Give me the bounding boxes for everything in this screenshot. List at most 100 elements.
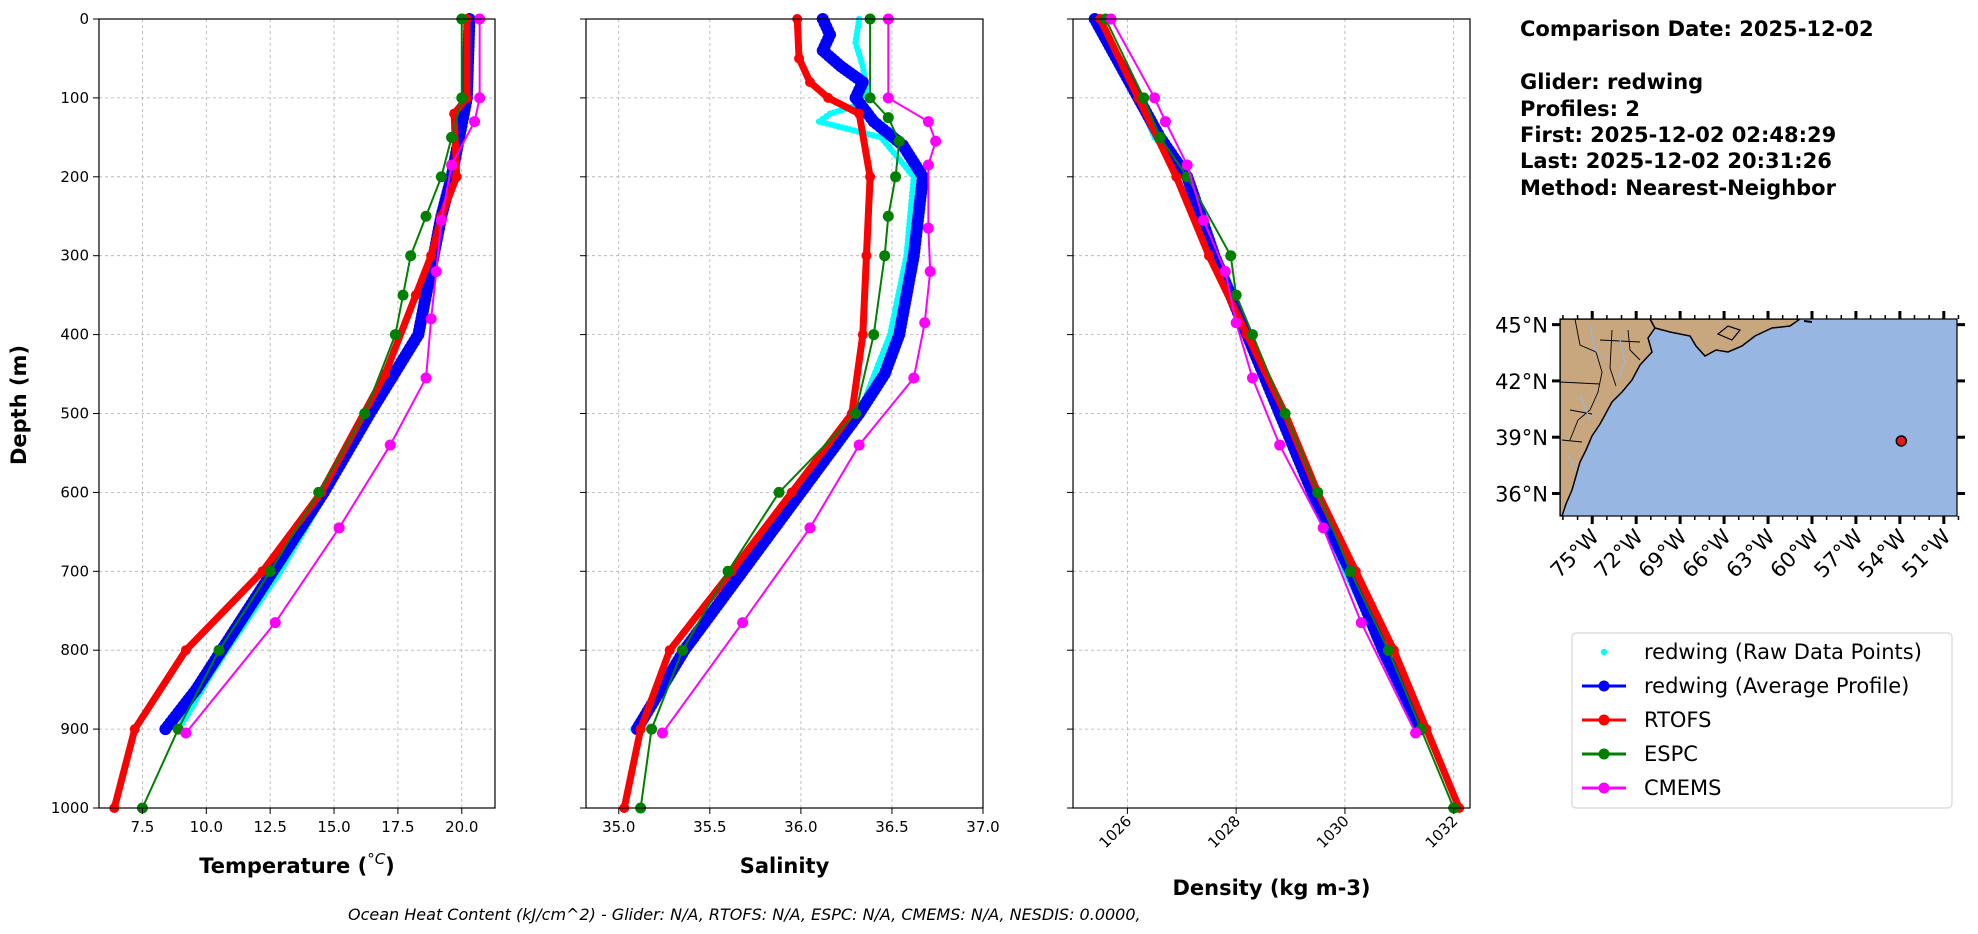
glider-name: Glider: redwing	[1520, 70, 1703, 94]
point-glider	[159, 723, 172, 736]
density-xlabel: Density (kg m-3)	[1172, 876, 1370, 900]
y-tick-label: 700	[60, 562, 89, 580]
line-espc	[141, 18, 463, 809]
series-espc	[635, 13, 905, 814]
lon-label: 66°W	[1678, 524, 1736, 582]
point-espc	[435, 171, 447, 183]
point-cmems	[420, 372, 432, 384]
point-cmems	[474, 92, 486, 104]
land-us-coast	[1560, 319, 1656, 516]
x-tick-label: 20.0	[445, 818, 478, 836]
point-espc	[1279, 408, 1291, 419]
point-rtofs	[635, 724, 646, 735]
last-time: Last: 2025-12-02 20:31:26	[1520, 149, 1832, 173]
lon-label: 72°W	[1590, 524, 1648, 582]
point-espc	[864, 92, 876, 104]
point-cmems	[656, 727, 668, 739]
x-tick-label: 1028	[1204, 812, 1244, 852]
x-tick-label: 35.5	[693, 818, 726, 836]
legend-item-rtofs: RTOFS	[1582, 708, 1711, 732]
point-cmems	[269, 617, 281, 629]
point-espc	[313, 486, 325, 498]
x-tick-label: 1030	[1313, 812, 1353, 852]
legend-label: RTOFS	[1644, 708, 1711, 732]
y-tick-label: 300	[60, 247, 89, 265]
point-rtofs	[1171, 171, 1182, 182]
legend-item-cmems: CMEMS	[1582, 776, 1722, 800]
lon-label: 51°W	[1897, 524, 1955, 582]
point-espc	[773, 486, 785, 498]
point-espc	[893, 135, 905, 147]
series-cmems	[1105, 13, 1422, 739]
method: Method: Nearest-Neighbor	[1520, 176, 1837, 200]
point-cmems	[922, 222, 934, 234]
first-time: First: 2025-12-02 02:48:29	[1520, 123, 1836, 147]
point-rtofs	[410, 290, 421, 301]
lat-label: 36°N	[1495, 482, 1548, 506]
x-tick-label: 1032	[1422, 812, 1462, 852]
y-tick-label: 600	[60, 483, 89, 501]
point-rtofs	[180, 645, 191, 656]
rivers	[1567, 324, 1626, 471]
point-cmems	[804, 522, 816, 534]
temperature-xlabel: Temperature (°C)	[199, 850, 395, 878]
x-tick-label: 35.0	[602, 818, 635, 836]
x-tick-label: 15.0	[317, 818, 350, 836]
point-espc	[850, 408, 862, 419]
point-espc	[677, 644, 689, 656]
y-tick-label: 900	[60, 720, 89, 738]
point-cmems	[1181, 159, 1193, 171]
point-rtofs	[854, 108, 865, 119]
point-rtofs	[380, 369, 391, 380]
x-tick-label: 36.5	[875, 818, 908, 836]
point-cmems	[922, 159, 934, 171]
point-rtofs	[794, 53, 805, 64]
point-cmems	[1274, 439, 1286, 451]
point-espc	[868, 329, 880, 341]
y-tick-label: 100	[60, 89, 89, 107]
point-cmems	[469, 116, 481, 128]
y-tick-label: 500	[60, 405, 89, 423]
lon-label: 75°W	[1546, 524, 1604, 582]
point-cmems	[908, 372, 920, 384]
point-cmems	[1317, 522, 1329, 534]
point-cmems	[1355, 617, 1367, 629]
point-espc	[1382, 644, 1394, 656]
series-cmems	[180, 13, 486, 739]
x-tick-label: 1026	[1095, 812, 1135, 852]
point-rtofs	[804, 77, 815, 88]
point-cmems	[435, 214, 447, 226]
line-cmems	[184, 18, 481, 735]
point-espc	[389, 329, 401, 341]
point-cmems	[425, 313, 437, 325]
x-tick-label: 7.5	[131, 818, 155, 836]
temperature-panel: 7.5 10.0 12.5 15.0 17.5 20.0 0 100 200 300 400 500 6…	[51, 10, 496, 878]
state-borders	[1560, 319, 1641, 443]
y-tick-label: 400	[60, 326, 89, 344]
lon-label: 57°W	[1809, 524, 1867, 582]
point-espc	[1246, 329, 1258, 341]
point-cmems	[430, 265, 442, 277]
point-rtofs	[664, 645, 675, 656]
point-espc	[1312, 486, 1324, 498]
point-cmems	[1159, 116, 1171, 128]
legend-label: redwing (Average Profile)	[1644, 674, 1909, 698]
salinity-panel: 35.0 35.5 36.0 36.5 37.0 Salinity	[580, 13, 1000, 878]
lon-label: 60°W	[1766, 524, 1824, 582]
point-cmems	[180, 727, 192, 739]
point-rtofs	[865, 171, 876, 182]
point-cmems	[446, 159, 458, 171]
comparison-date: Comparison Date: 2025-12-02	[1520, 17, 1874, 41]
legend-marker	[1598, 748, 1610, 760]
land-nova-scotia	[1716, 325, 1742, 341]
point-espc	[890, 171, 902, 183]
point-cmems	[1246, 372, 1258, 384]
point-cmems	[1230, 317, 1242, 329]
point-cmems	[930, 135, 942, 147]
point-cmems	[882, 92, 894, 104]
land-sable-island	[1804, 320, 1812, 323]
point-rtofs	[861, 250, 872, 261]
point-cmems	[924, 265, 936, 277]
point-cmems	[919, 317, 931, 329]
legend: redwing (Raw Data Points) redwing (Averag…	[1571, 632, 1953, 809]
